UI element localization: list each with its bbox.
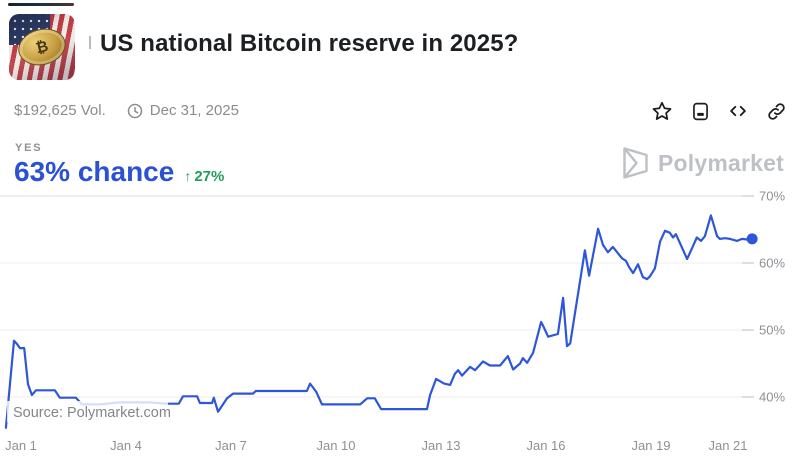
embed-button[interactable] bbox=[726, 99, 750, 123]
rules-button[interactable] bbox=[688, 99, 712, 123]
volume-stat: $192,625 Vol. bbox=[14, 102, 106, 119]
polymarket-wordmark: Polymarket bbox=[657, 149, 784, 176]
document-icon bbox=[692, 102, 708, 120]
up-arrow-icon: ↑ bbox=[184, 168, 192, 184]
x-axis-label: Jan 7 bbox=[215, 438, 247, 453]
x-axis-label: Jan 4 bbox=[110, 438, 142, 453]
outcome-label: YES bbox=[15, 142, 43, 154]
image-edge-artifact bbox=[8, 3, 74, 6]
x-axis-label: Jan 10 bbox=[316, 438, 355, 453]
favorite-button[interactable] bbox=[650, 99, 674, 123]
action-toolbar bbox=[650, 99, 788, 123]
market-thumbnail: ₿ bbox=[9, 14, 75, 80]
current-price-dot bbox=[746, 233, 758, 245]
end-date-stat: Dec 31, 2025 bbox=[127, 102, 239, 119]
chance-value: 63% chance bbox=[14, 156, 175, 187]
end-date-text: Dec 31, 2025 bbox=[149, 102, 239, 119]
price-line bbox=[4, 214, 754, 429]
change-percent: 27% bbox=[194, 168, 225, 185]
polymarket-watermark: Polymarket bbox=[622, 147, 784, 179]
code-icon bbox=[730, 105, 746, 117]
market-stats: $192,625 Vol. Dec 31, 2025 bbox=[14, 102, 239, 119]
y-axis-label: 60% bbox=[759, 256, 785, 271]
star-icon bbox=[652, 101, 672, 120]
link-icon bbox=[767, 102, 785, 120]
copy-link-button[interactable] bbox=[764, 99, 788, 123]
cursor-artifact bbox=[89, 36, 91, 49]
x-axis-label: Jan 16 bbox=[526, 438, 565, 453]
market-title: US national Bitcoin reserve in 2025? bbox=[100, 30, 519, 57]
y-axis-label: 50% bbox=[759, 323, 785, 338]
polymarket-logo-icon bbox=[623, 147, 648, 179]
chance-change-badge: ↑ 27% bbox=[184, 168, 224, 185]
outcome-summary: 63% chance ↑ 27% bbox=[14, 156, 224, 188]
source-watermark: Source: Polymarket.com bbox=[13, 405, 171, 421]
clock-icon bbox=[127, 103, 143, 118]
y-axis-label: 70% bbox=[759, 189, 785, 204]
x-axis-label: Jan 19 bbox=[631, 438, 670, 453]
x-axis-label: Jan 21 bbox=[708, 438, 747, 453]
source-watermark-bg bbox=[7, 401, 168, 422]
x-axis-label: Jan 1 bbox=[5, 438, 37, 453]
y-axis-label: 40% bbox=[759, 390, 785, 405]
x-axis-label: Jan 13 bbox=[421, 438, 460, 453]
